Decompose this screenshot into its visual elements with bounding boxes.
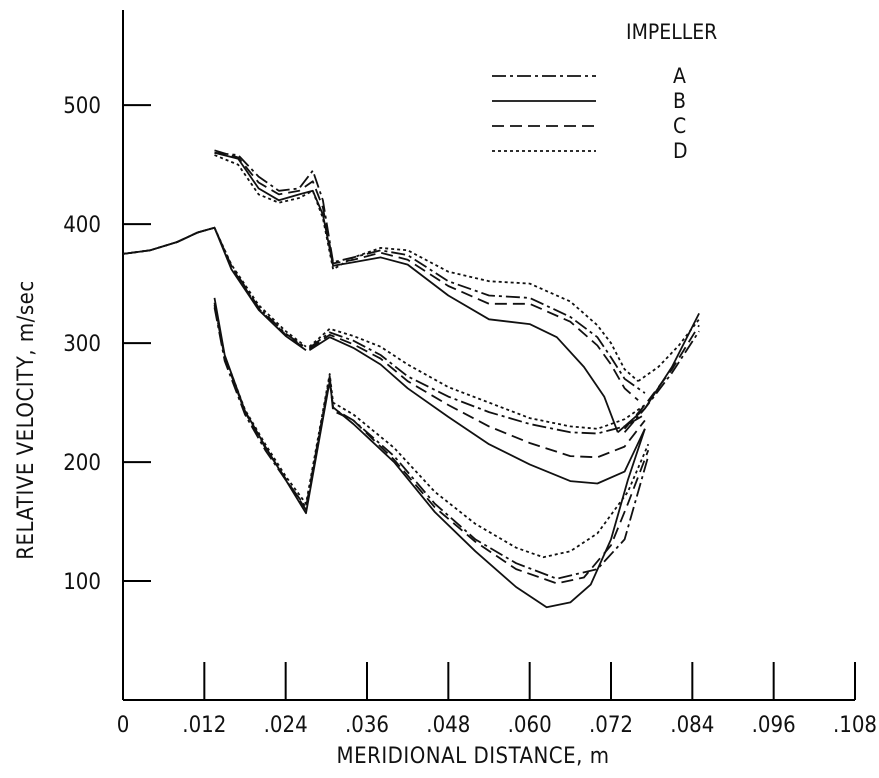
- x-tick-label: .084: [670, 713, 714, 738]
- series-a-curve-2: [308, 331, 646, 435]
- series-b-curve-5: [617, 312, 700, 433]
- series-b-curve-2: [308, 336, 646, 485]
- x-tick-label: .072: [589, 713, 633, 738]
- series-curves: [122, 149, 700, 609]
- series-c-curve-4: [214, 149, 639, 401]
- y-ticks: 100 200 300 400 500: [63, 94, 151, 595]
- legend-label-b: B: [673, 89, 686, 113]
- legend-label-a: A: [673, 64, 686, 88]
- legend-label-c: C: [673, 114, 686, 138]
- series-d-curve-5: [637, 318, 700, 382]
- y-tick-label: 100: [63, 570, 101, 595]
- x-tick-label: .024: [264, 713, 308, 738]
- series-a-curve-4: [214, 151, 646, 394]
- x-tick-label: .108: [833, 713, 877, 738]
- series-d-curve-3: [213, 302, 650, 559]
- y-tick-label: 300: [63, 332, 101, 357]
- x-tick-label: .036: [345, 713, 389, 738]
- x-tick-label: 0: [117, 713, 130, 738]
- series-c-curve-1: [122, 226, 307, 350]
- y-tick-label: 200: [63, 451, 101, 476]
- x-tick-label: .060: [508, 713, 552, 738]
- series-a-curve-3: [213, 307, 650, 580]
- series-d-curve-2: [308, 327, 646, 430]
- series-b-curve-4: [214, 151, 619, 433]
- series-b-curve-3: [213, 297, 646, 609]
- plot-area: 0 .012 .024 .036 .048 .060 .072 .084 .096 .108 10…: [63, 10, 877, 738]
- y-tick-label: 500: [63, 94, 101, 119]
- legend-title: IMPELLER: [626, 20, 717, 44]
- series-c-curve-3: [213, 304, 650, 585]
- series-d-curve-4: [214, 154, 639, 382]
- series-a-curve-5: [623, 330, 700, 433]
- y-axis-title: RELATIVE VELOCITY, m/sec: [14, 280, 39, 559]
- legend-label-d: D: [673, 139, 688, 163]
- x-axis-title: MERIDIONAL DISTANCE, m: [336, 744, 609, 769]
- series-d-curve-1: [122, 226, 307, 348]
- x-ticks: 0 .012 .024 .036 .048 .060 .072 .084 .096 .108: [117, 662, 877, 738]
- x-tick-label: .012: [182, 713, 226, 738]
- series-c-curve-2: [308, 333, 646, 459]
- x-tick-label: .096: [752, 713, 796, 738]
- series-c-curve-5: [623, 324, 700, 430]
- y-tick-label: 400: [63, 213, 101, 238]
- x-tick-label: .048: [426, 713, 470, 738]
- series-b-curve-1: [122, 226, 307, 351]
